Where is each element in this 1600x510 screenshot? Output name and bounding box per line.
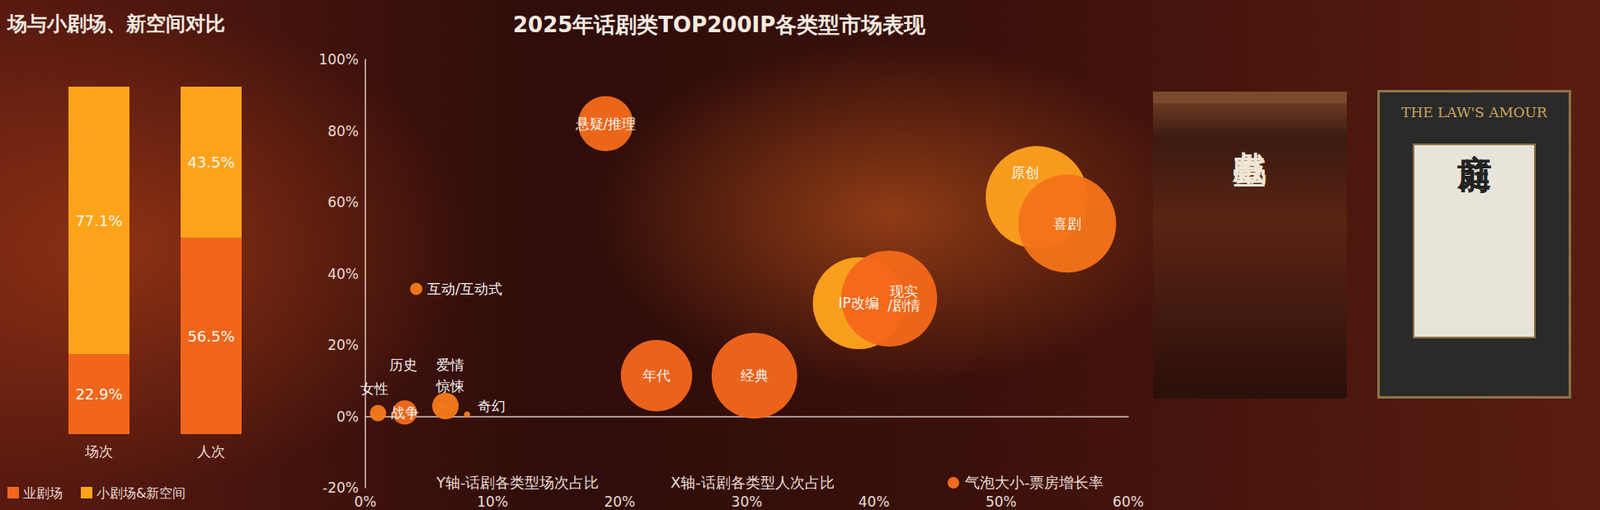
svg-text:60%: 60% [327,193,359,211]
svg-text:30%: 30% [731,493,763,510]
svg-text:爱情: 爱情 [436,356,465,373]
svg-text:喜剧: 喜剧 [1053,215,1082,232]
svg-text:10%: 10% [476,493,509,510]
svg-text:气泡大小-票房增长率: 气泡大小-票房增长率 [964,473,1105,491]
svg-text:60%: 60% [1112,493,1144,510]
svg-text:现实: 现实 [890,283,919,300]
svg-text:22.9%: 22.9% [75,385,123,403]
svg-text:场与小剧场、新空间对比: 场与小剧场、新空间对比 [5,12,226,36]
svg-text:80%: 80% [327,122,359,140]
html-text:THE LAW'S AMOUR: THE LAW'S AMOUR [1401,103,1548,121]
svg-text:年代: 年代 [642,367,671,384]
svg-text:IP改编: IP改编 [838,294,880,311]
svg-text:小剧场&新空间: 小剧场&新空间 [96,484,186,501]
svg-text:人次: 人次 [197,442,226,460]
svg-text:0%: 0% [336,408,359,425]
svg-text:业剧场: 业剧场 [23,484,63,501]
html-text:庭前: 庭前 [1454,125,1495,136]
svg-text:互动/互动式: 互动/互动式 [427,280,503,297]
svg-text:100%: 100% [318,51,359,68]
svg-text:惊悚: 惊悚 [435,377,465,395]
svg-text:20%: 20% [327,336,359,353]
svg-text:43.5%: 43.5% [187,153,235,171]
svg-text:77.1%: 77.1% [75,211,123,230]
svg-text:历史: 历史 [389,356,418,373]
svg-text:40%: 40% [327,265,359,283]
svg-text:20%: 20% [603,493,636,510]
svg-text:场次: 场次 [84,442,113,460]
svg-text:X轴-话剧各类型人次占比: X轴-话剧各类型人次占比 [670,473,835,491]
svg-text:经典: 经典 [740,367,769,384]
svg-text:50%: 50% [985,493,1017,510]
svg-text:女性: 女性 [360,380,389,397]
svg-text:0%: 0% [354,493,377,510]
svg-text:-20%: -20% [322,479,359,496]
svg-text:40%: 40% [858,493,890,510]
svg-text:奇幻: 奇幻 [477,397,506,415]
svg-text:/剧情: /剧情 [887,296,921,314]
svg-text:56.5%: 56.5% [187,327,235,345]
svg-text:Y轴-话剧各类型场次占比: Y轴-话剧各类型场次占比 [435,473,600,491]
svg-text:2025年话剧类TOP200IP各类型市场表现: 2025年话剧类TOP200IP各类型市场表现 [512,12,927,38]
html-text:戲臺: 戲臺 [1230,124,1270,132]
svg-text:战争: 战争 [390,404,419,421]
svg-text:原创: 原创 [1011,164,1040,181]
svg-text:悬疑/推理: 悬疑/推理 [574,115,637,132]
